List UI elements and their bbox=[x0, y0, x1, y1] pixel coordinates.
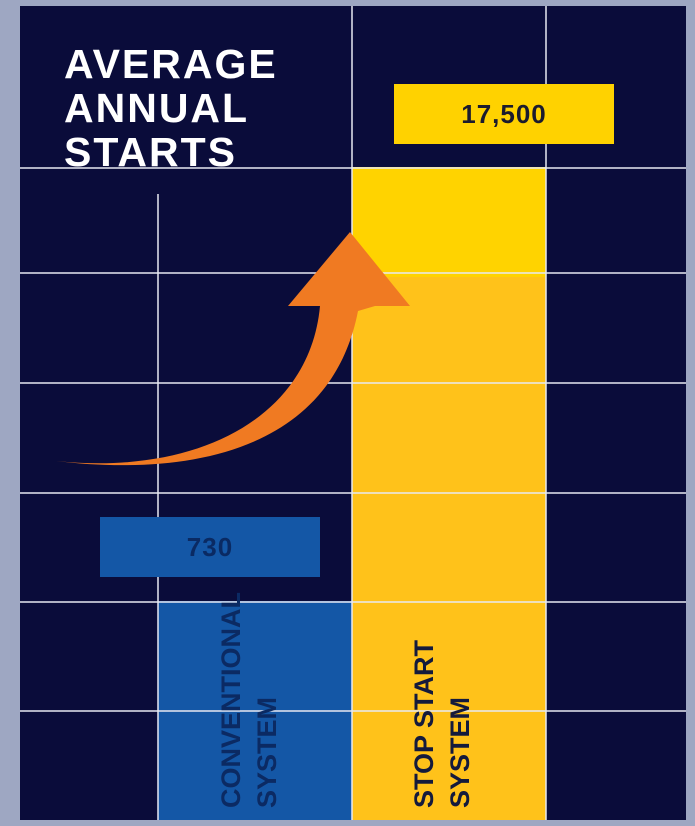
chart-panel: AVERAGE ANNUAL STARTS 17,500 730 CONVENT… bbox=[20, 6, 686, 820]
category-label-conventional: CONVENTIONAL SYSTEM bbox=[213, 592, 285, 808]
chart-title-line-3: STARTS bbox=[64, 129, 237, 175]
category-label-stop-start-line-2: SYSTEM bbox=[445, 696, 475, 808]
value-label-conventional: 730 bbox=[100, 517, 320, 577]
category-label-stop-start: STOP START SYSTEM bbox=[406, 639, 478, 808]
category-label-conventional-line-2: SYSTEM bbox=[252, 696, 282, 808]
category-label-conventional-line-1: CONVENTIONAL bbox=[216, 592, 246, 808]
value-label-stop-start: 17,500 bbox=[394, 84, 614, 144]
category-label-stop-start-line-1: STOP START bbox=[409, 639, 439, 808]
growth-arrow-icon bbox=[56, 232, 410, 466]
chart-title-line-1: AVERAGE bbox=[64, 41, 278, 87]
chart-title-line-2: ANNUAL bbox=[64, 85, 250, 131]
chart-title: AVERAGE ANNUAL STARTS bbox=[64, 42, 278, 174]
bar-highlight-stop-start bbox=[352, 167, 546, 277]
